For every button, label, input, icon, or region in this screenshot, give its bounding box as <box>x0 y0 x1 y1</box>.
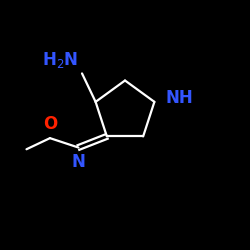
Text: NH: NH <box>166 89 193 107</box>
Text: O: O <box>43 115 57 133</box>
Text: H$_2$N: H$_2$N <box>42 50 78 70</box>
Text: N: N <box>72 153 85 171</box>
